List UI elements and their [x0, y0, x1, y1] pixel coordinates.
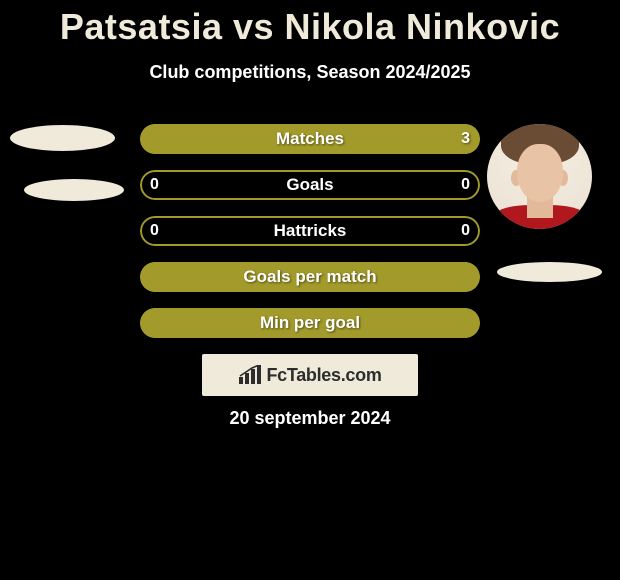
avatar-face: [517, 144, 563, 202]
player-right-avatar: [487, 124, 592, 229]
footer-date: 20 september 2024: [0, 408, 620, 429]
page-title: Patsatsia vs Nikola Ninkovic: [0, 0, 620, 48]
player-right-name-placeholder: [497, 262, 602, 282]
stat-row: Min per goal: [140, 308, 480, 338]
stat-label: Matches: [140, 124, 480, 154]
stat-value-left: 0: [150, 170, 159, 200]
player-left-avatar-placeholder: [10, 125, 124, 201]
stat-row: Goals per match: [140, 262, 480, 292]
stat-row: Hattricks0 0: [140, 216, 480, 246]
page-subtitle: Club competitions, Season 2024/2025: [0, 62, 620, 83]
placeholder-ellipse: [24, 179, 124, 201]
stat-label: Goals: [140, 170, 480, 200]
branding-logo-text: FcTables.com: [266, 365, 381, 386]
stat-value-right: 0: [461, 170, 470, 200]
stat-value-right: 3: [461, 124, 470, 154]
stat-label: Min per goal: [140, 308, 480, 338]
stat-label: Hattricks: [140, 216, 480, 246]
stat-row: Matches3: [140, 124, 480, 154]
branding-logo: FcTables.com: [202, 354, 418, 396]
stat-label: Goals per match: [140, 262, 480, 292]
chart-bars-icon: [238, 365, 262, 385]
h2h-stats-container: Matches3Goals00Hattricks00Goals per matc…: [140, 124, 480, 354]
placeholder-ellipse: [10, 125, 115, 151]
stat-value-right: 0: [461, 216, 470, 246]
stat-value-left: 0: [150, 216, 159, 246]
stat-row: Goals0 0: [140, 170, 480, 200]
